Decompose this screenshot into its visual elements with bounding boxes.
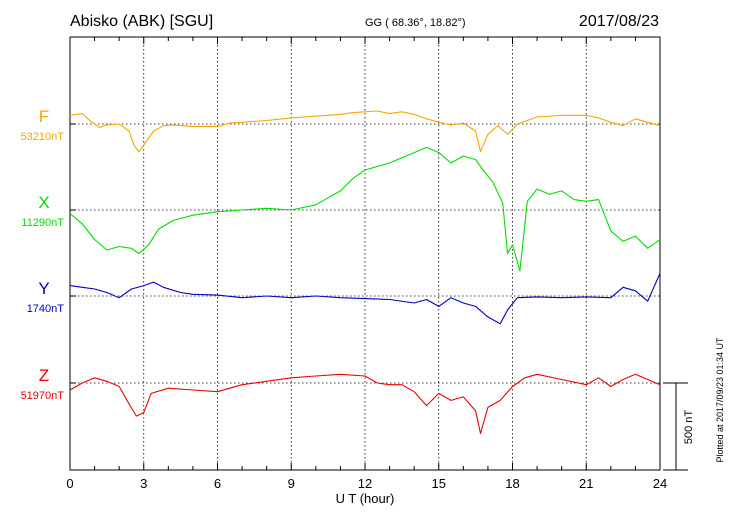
series-labels: F 53210nT X 11290nT Y 1740nT Z 51970nT bbox=[21, 107, 65, 402]
x-tick-label-3: 3 bbox=[140, 476, 147, 491]
series-line-Z bbox=[69, 373, 661, 435]
series-name-Y: Y bbox=[38, 279, 49, 298]
scale-bar-label: 500 nT bbox=[683, 410, 695, 445]
x-tick-label-0: 0 bbox=[66, 476, 73, 491]
grid bbox=[70, 37, 660, 470]
x-axis-label: U T (hour) bbox=[336, 491, 395, 506]
x-tick-label-12: 12 bbox=[358, 476, 372, 491]
series-name-Z: Z bbox=[39, 366, 49, 385]
x-tick-label-18: 18 bbox=[505, 476, 519, 491]
series-name-F: F bbox=[39, 107, 49, 126]
series-line-Y bbox=[69, 273, 661, 325]
x-tick-label-21: 21 bbox=[579, 476, 593, 491]
series-baseline-Y: 1740nT bbox=[27, 303, 65, 315]
coordinates-label: GG ( 68.36°, 18.82°) bbox=[365, 17, 466, 29]
series-line-X bbox=[69, 146, 661, 272]
x-tick-label-24: 24 bbox=[653, 476, 667, 491]
series-baseline-Z: 51970nT bbox=[21, 390, 65, 402]
series-baseline-X: 11290nT bbox=[21, 217, 64, 229]
series-baseline-F: 53210nT bbox=[21, 131, 65, 143]
date-label: 2017/08/23 bbox=[579, 13, 659, 30]
series-line-F bbox=[69, 110, 661, 153]
series-lines bbox=[69, 110, 661, 435]
series-name-X: X bbox=[38, 193, 49, 212]
x-axis-ticks: 0 3 6 9 12 15 18 21 24 bbox=[66, 37, 667, 491]
station-title: Abisko (ABK) [SGU] bbox=[70, 13, 213, 30]
x-tick-label-6: 6 bbox=[214, 476, 221, 491]
x-tick-label-9: 9 bbox=[288, 476, 295, 491]
plotted-timestamp: Plotted at 2017/09/23 01:34 UT bbox=[715, 337, 725, 463]
x-tick-label-15: 15 bbox=[432, 476, 446, 491]
scale-bar: 500 nT bbox=[663, 382, 695, 471]
